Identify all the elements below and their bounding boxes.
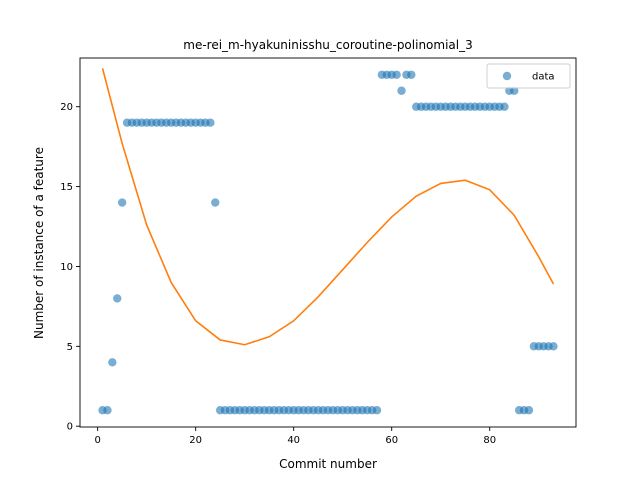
data-point: [524, 406, 534, 415]
plot-area: [98, 68, 558, 415]
y-tick-label: 5: [67, 342, 73, 353]
x-tick-label: 40: [287, 435, 300, 446]
y-tick-label: 15: [60, 182, 73, 193]
x-tick-label: 60: [385, 435, 398, 446]
data-point: [397, 86, 406, 95]
y-tick-label: 20: [60, 102, 73, 113]
legend-marker: [502, 71, 512, 81]
x-tick-label: 0: [94, 435, 100, 446]
axes-frame: [79, 57, 577, 428]
y-tick-label: 10: [60, 262, 73, 273]
axis-ticks: 0 20 40 60 80 0 5 10 15 20: [60, 57, 577, 446]
data-point: [206, 118, 215, 127]
data-point: [549, 342, 558, 351]
x-tick-label: 80: [483, 435, 496, 446]
data-point: [103, 406, 112, 415]
data-point: [113, 294, 122, 303]
legend: data: [486, 63, 571, 89]
data-point: [372, 406, 382, 415]
data-point: [500, 102, 509, 111]
data-point: [108, 358, 117, 367]
legend-label: data: [532, 72, 555, 83]
x-tick-label: 20: [189, 435, 202, 446]
data-point: [211, 198, 220, 207]
x-axis-label: Commit number: [279, 457, 377, 471]
data-point: [510, 86, 519, 95]
fit-curve: [101, 68, 555, 346]
legend-box: [486, 63, 571, 89]
data-point: [407, 70, 416, 79]
y-tick-label: 0: [67, 422, 73, 433]
chart-title: me-rei_m-hyakuninisshu_coroutine-polinom…: [183, 38, 472, 52]
y-axis-label: Number of instance of a feature: [32, 147, 46, 339]
data-point: [392, 70, 401, 79]
data-point: [117, 198, 127, 207]
